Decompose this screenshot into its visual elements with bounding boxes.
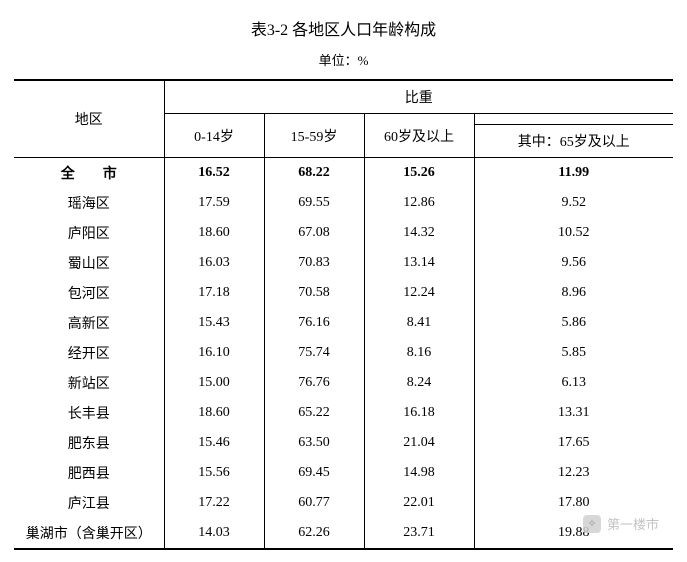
cell-v1: 16.10 xyxy=(164,338,264,368)
cell-v1: 17.59 xyxy=(164,188,264,218)
table-row-total: 全 市 16.52 68.22 15.26 11.99 xyxy=(14,158,673,189)
cell-v3: 22.01 xyxy=(364,488,474,518)
cell-v3: 12.24 xyxy=(364,278,474,308)
cell-region: 肥西县 xyxy=(14,458,164,488)
cell-v2: 70.83 xyxy=(264,248,364,278)
cell-v4: 6.13 xyxy=(474,368,673,398)
cell-v3: 8.24 xyxy=(364,368,474,398)
cell-v2: 69.45 xyxy=(264,458,364,488)
cell-v4: 8.96 xyxy=(474,278,673,308)
cell-v1: 15.56 xyxy=(164,458,264,488)
table-row: 经开区16.1075.748.165.85 xyxy=(14,338,673,368)
table-row: 庐江县17.2260.7722.0117.80 xyxy=(14,488,673,518)
cell-v3: 14.98 xyxy=(364,458,474,488)
cell-region: 巢湖市（含巢开区） xyxy=(14,518,164,549)
cell-v1: 18.60 xyxy=(164,218,264,248)
table-unit: 单位：% xyxy=(14,50,673,69)
table-title: 表3-2 各地区人口年龄构成 xyxy=(14,16,673,40)
cell-v1: 17.22 xyxy=(164,488,264,518)
cell-v2: 67.08 xyxy=(264,218,364,248)
table-body: 全 市 16.52 68.22 15.26 11.99 瑶海区17.5969.5… xyxy=(14,158,673,550)
cell-v4: 13.31 xyxy=(474,398,673,428)
cell-v2: 62.26 xyxy=(264,518,364,549)
cell-v1: 14.03 xyxy=(164,518,264,549)
cell-v3: 23.71 xyxy=(364,518,474,549)
table-row: 高新区15.4376.168.415.86 xyxy=(14,308,673,338)
cell-region: 高新区 xyxy=(14,308,164,338)
table-row: 长丰县18.6065.2216.1813.31 xyxy=(14,398,673,428)
cell-v3: 13.14 xyxy=(364,248,474,278)
cell-v3: 21.04 xyxy=(364,428,474,458)
table-row: 肥西县15.5669.4514.9812.23 xyxy=(14,458,673,488)
cell-v2: 63.50 xyxy=(264,428,364,458)
cell-region: 包河区 xyxy=(14,278,164,308)
header-group: 比重 xyxy=(164,80,673,114)
table-row: 巢湖市（含巢开区）14.0362.2623.7119.88 xyxy=(14,518,673,549)
cell-v4: 17.65 xyxy=(474,428,673,458)
header-c3: 60岁及以上 xyxy=(364,114,474,158)
header-c4: 其中：65岁及以上 xyxy=(474,125,673,158)
age-composition-table: 地区 比重 0-14岁 15-59岁 60岁及以上 其中：65岁及以上 全 市 … xyxy=(14,79,673,550)
cell-v4: 10.52 xyxy=(474,218,673,248)
cell-v2: 76.76 xyxy=(264,368,364,398)
cell-v4: 17.80 xyxy=(474,488,673,518)
cell-v3: 12.86 xyxy=(364,188,474,218)
table-row: 瑶海区17.5969.5512.869.52 xyxy=(14,188,673,218)
cell-v1: 15.43 xyxy=(164,308,264,338)
cell-v1: 15.00 xyxy=(164,368,264,398)
header-c4-spacer xyxy=(474,114,673,125)
table-row: 肥东县15.4663.5021.0417.65 xyxy=(14,428,673,458)
table-row: 庐阳区18.6067.0814.3210.52 xyxy=(14,218,673,248)
cell-region: 新站区 xyxy=(14,368,164,398)
cell-v4: 9.56 xyxy=(474,248,673,278)
cell-region: 全 市 xyxy=(14,158,164,189)
header-region: 地区 xyxy=(14,80,164,158)
cell-v3: 15.26 xyxy=(364,158,474,189)
cell-v3: 8.16 xyxy=(364,338,474,368)
cell-v2: 68.22 xyxy=(264,158,364,189)
cell-region: 瑶海区 xyxy=(14,188,164,218)
cell-v1: 18.60 xyxy=(164,398,264,428)
cell-v2: 69.55 xyxy=(264,188,364,218)
cell-region: 庐阳区 xyxy=(14,218,164,248)
cell-v2: 65.22 xyxy=(264,398,364,428)
cell-v1: 16.52 xyxy=(164,158,264,189)
cell-v2: 60.77 xyxy=(264,488,364,518)
cell-v1: 17.18 xyxy=(164,278,264,308)
cell-v4: 19.88 xyxy=(474,518,673,549)
cell-region: 经开区 xyxy=(14,338,164,368)
cell-v4: 5.85 xyxy=(474,338,673,368)
cell-v3: 16.18 xyxy=(364,398,474,428)
cell-region: 蜀山区 xyxy=(14,248,164,278)
cell-v4: 12.23 xyxy=(474,458,673,488)
cell-v1: 15.46 xyxy=(164,428,264,458)
cell-v3: 8.41 xyxy=(364,308,474,338)
cell-v2: 76.16 xyxy=(264,308,364,338)
cell-region: 庐江县 xyxy=(14,488,164,518)
cell-v2: 75.74 xyxy=(264,338,364,368)
header-c1: 0-14岁 xyxy=(164,114,264,158)
cell-region: 长丰县 xyxy=(14,398,164,428)
header-c2: 15-59岁 xyxy=(264,114,364,158)
cell-v4: 5.86 xyxy=(474,308,673,338)
table-row: 新站区15.0076.768.246.13 xyxy=(14,368,673,398)
table-row: 蜀山区16.0370.8313.149.56 xyxy=(14,248,673,278)
cell-v3: 14.32 xyxy=(364,218,474,248)
table-row: 包河区17.1870.5812.248.96 xyxy=(14,278,673,308)
cell-v4: 11.99 xyxy=(474,158,673,189)
cell-v4: 9.52 xyxy=(474,188,673,218)
cell-v1: 16.03 xyxy=(164,248,264,278)
cell-v2: 70.58 xyxy=(264,278,364,308)
cell-region: 肥东县 xyxy=(14,428,164,458)
